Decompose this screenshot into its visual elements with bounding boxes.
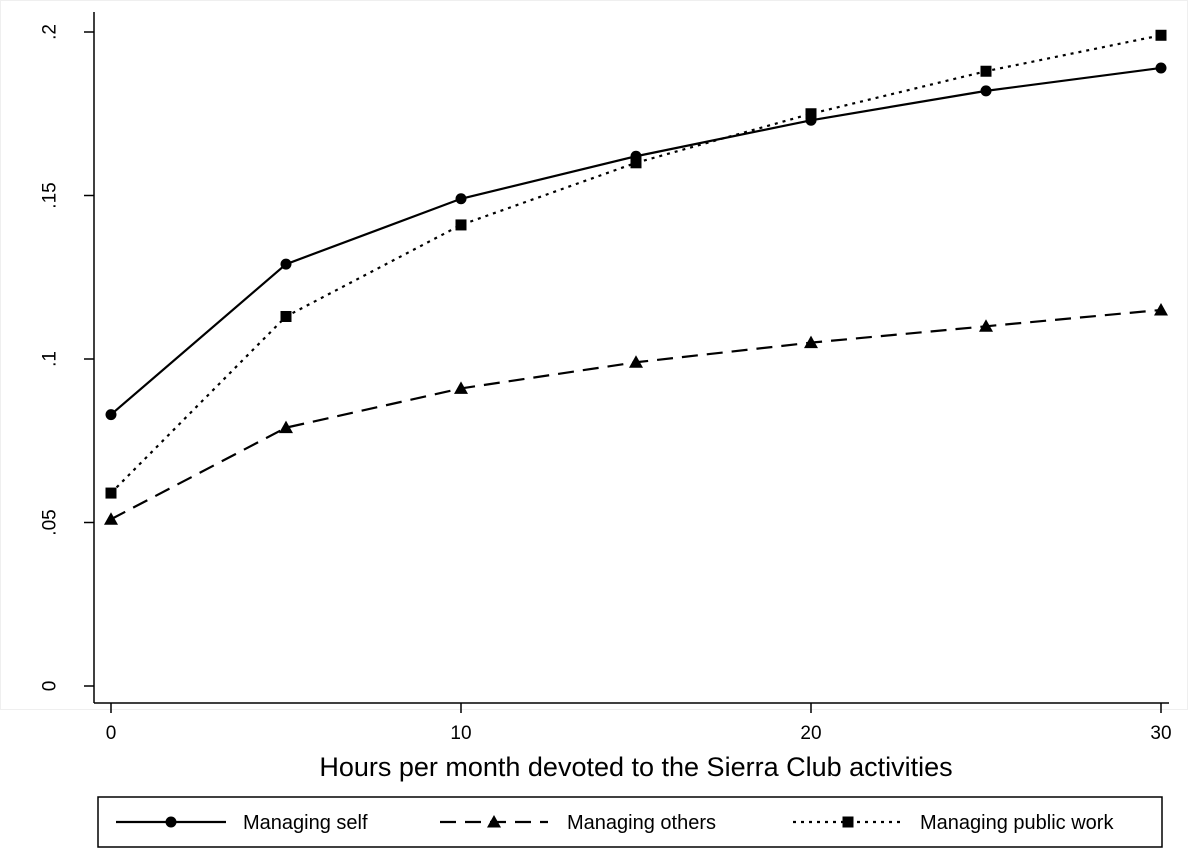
series-circle xyxy=(105,62,1167,421)
x-tick-label: 10 xyxy=(450,723,471,744)
axes: 0 .05 .1 .15 .2 0 10 20 30 xyxy=(0,0,1188,744)
data-point xyxy=(455,193,467,205)
data-point xyxy=(455,219,467,231)
y-tick-label: .05 xyxy=(40,509,61,535)
data-point xyxy=(805,108,817,120)
legend-label: Managing others xyxy=(567,812,716,834)
x-tick-label: 30 xyxy=(1150,723,1171,744)
data-point xyxy=(804,335,818,349)
legend-entry: Managing others xyxy=(440,812,716,834)
data-point xyxy=(105,409,117,421)
y-tick-label: .2 xyxy=(40,24,61,40)
data-point xyxy=(980,85,992,97)
y-tick-label: .1 xyxy=(40,351,61,367)
legend-marker xyxy=(487,815,501,828)
data-point xyxy=(1155,29,1167,41)
legend-box xyxy=(97,796,1163,848)
data-point xyxy=(979,319,993,332)
data-point xyxy=(454,381,468,394)
data-point xyxy=(980,65,992,77)
x-tick-label: 20 xyxy=(800,723,821,744)
x-tick-label: 0 xyxy=(106,723,117,744)
series-line xyxy=(110,308,1162,521)
y-tick-label: 0 xyxy=(40,681,61,692)
data-point xyxy=(1155,62,1167,74)
x-axis-title: Hours per month devoted to the Sierra Cl… xyxy=(319,752,952,782)
legend-entry: Managing public work xyxy=(793,812,1114,834)
legend-marker xyxy=(165,816,177,828)
data-point xyxy=(105,487,117,499)
data-point xyxy=(279,420,293,434)
legend-label: Managing public work xyxy=(920,812,1114,834)
data-point xyxy=(1154,302,1168,316)
series-square xyxy=(105,29,1167,499)
series-line xyxy=(110,34,1162,494)
data-point xyxy=(629,355,643,368)
data-point xyxy=(280,310,292,322)
series-layer xyxy=(104,29,1168,525)
legend: Managing self Managing others Managing pub… xyxy=(97,796,1163,848)
legend-label: Managing self xyxy=(243,812,368,834)
y-tick-label: .15 xyxy=(40,182,61,208)
plot-frame xyxy=(0,0,1188,710)
legend-entry: Managing self xyxy=(116,812,368,834)
data-point xyxy=(630,157,642,169)
legend-marker xyxy=(842,816,854,828)
data-point xyxy=(104,512,118,525)
series-triangle xyxy=(104,302,1168,525)
data-point xyxy=(280,258,292,270)
